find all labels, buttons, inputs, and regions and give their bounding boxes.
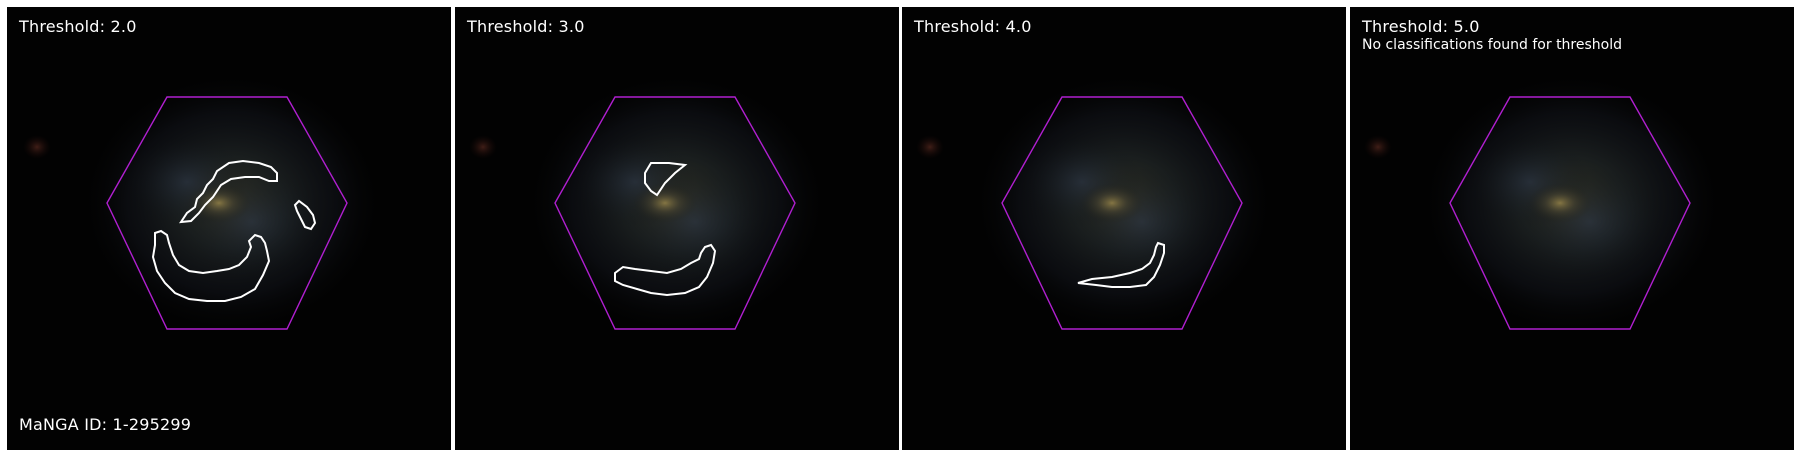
image-panel-threshold-3: Threshold: 3.0 <box>455 7 899 450</box>
threshold-label: Threshold: 4.0 <box>914 17 1032 36</box>
ifu-hexagon <box>1449 96 1691 330</box>
ifu-hexagon <box>554 96 796 330</box>
classification-contour <box>614 243 717 297</box>
threshold-label: Threshold: 5.0 <box>1362 17 1480 36</box>
manga-id-label: MaNGA ID: 1-295299 <box>19 415 192 434</box>
classification-contour <box>644 162 688 197</box>
threshold-label: Threshold: 2.0 <box>19 17 137 36</box>
image-panel-threshold-4: Threshold: 4.0 <box>902 7 1346 450</box>
classification-contour <box>178 159 278 224</box>
classification-contour <box>293 199 317 231</box>
image-panel-threshold-2: Threshold: 2.0 MaNGA ID: 1-295299 <box>7 7 451 450</box>
galaxy-image <box>469 73 827 333</box>
ifu-hexagon <box>1001 96 1243 330</box>
galaxy-image <box>1364 73 1722 333</box>
ifu-hexagon <box>106 96 348 330</box>
no-classifications-note: No classifications found for threshold <box>1362 37 1622 53</box>
galaxy-image <box>23 73 382 333</box>
threshold-label: Threshold: 3.0 <box>467 17 585 36</box>
galaxy-image <box>916 73 1274 333</box>
image-panel-threshold-5: Threshold: 5.0 No classifications found … <box>1350 7 1794 450</box>
classification-contour <box>151 229 271 302</box>
classification-contour <box>1077 241 1165 288</box>
